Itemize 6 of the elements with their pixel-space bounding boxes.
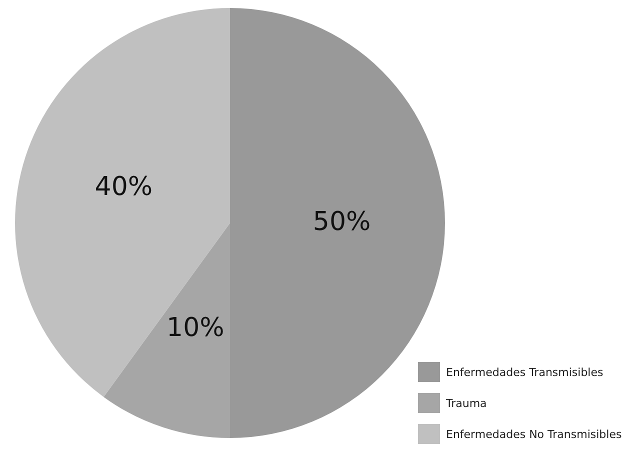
- legend-label: Trauma: [446, 396, 487, 410]
- data-label: 40%: [94, 172, 153, 202]
- data-label: 10%: [166, 313, 224, 344]
- data-label: 50%: [312, 206, 371, 237]
- legend-label: Enfermedades No Transmisibles: [446, 428, 622, 440]
- legend-label: Enfermedades Transmisibles: [446, 366, 604, 378]
